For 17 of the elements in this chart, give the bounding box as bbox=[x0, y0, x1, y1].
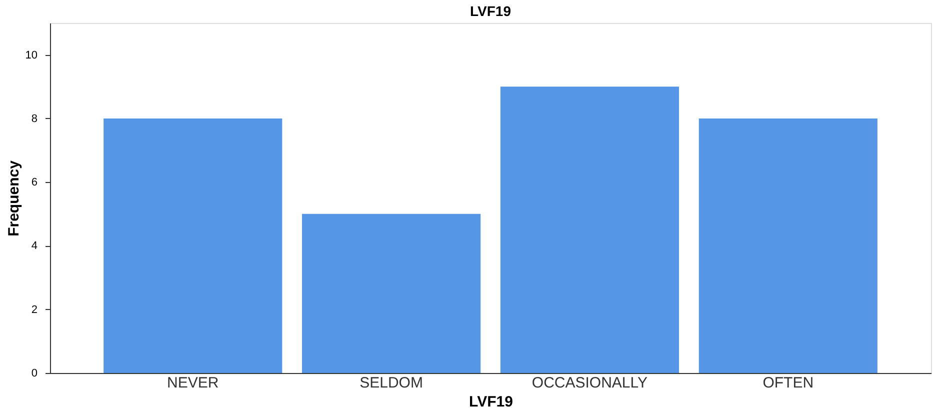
bar bbox=[500, 86, 679, 373]
y-tick-label: 10 bbox=[25, 49, 38, 62]
y-tick-label: 8 bbox=[31, 112, 38, 125]
x-tick-label: OCCASIONALLY bbox=[532, 374, 648, 392]
y-tick-label: 0 bbox=[31, 368, 38, 380]
x-tick-label: NEVER bbox=[167, 374, 219, 392]
y-tick-label: 6 bbox=[31, 176, 38, 189]
bar bbox=[698, 118, 878, 373]
y-axis-title: Frequency bbox=[5, 160, 22, 236]
bar bbox=[302, 214, 481, 373]
x-tick-label: OFTEN bbox=[762, 374, 814, 392]
x-tick-label: SELDOM bbox=[360, 374, 423, 392]
bar bbox=[104, 118, 282, 373]
x-axis-title: LVF19 bbox=[469, 394, 513, 410]
chart-title: LVF19 bbox=[470, 3, 512, 19]
y-tick-label: 2 bbox=[31, 304, 38, 316]
y-tick-label: 4 bbox=[31, 240, 38, 252]
